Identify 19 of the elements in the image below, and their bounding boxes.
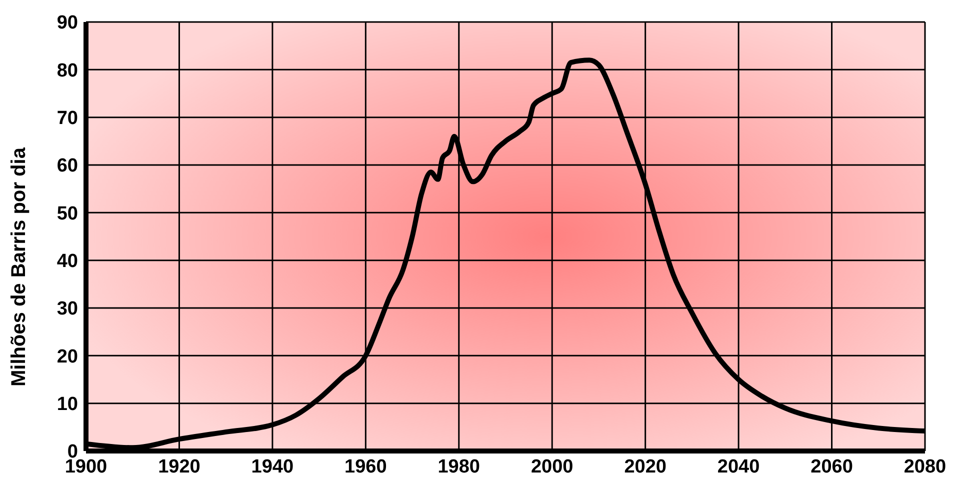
x-tick-label: 1920 bbox=[158, 456, 200, 478]
y-tick-label: 70 bbox=[56, 108, 78, 130]
x-tick-label: 1940 bbox=[251, 456, 294, 478]
x-tick-label: 2080 bbox=[904, 456, 946, 478]
y-tick-label: 50 bbox=[56, 203, 78, 224]
y-tick-label: 30 bbox=[56, 298, 78, 320]
x-tick-label: 2000 bbox=[530, 456, 574, 478]
x-tick-label: 1980 bbox=[438, 456, 480, 478]
y-tick-label: 40 bbox=[56, 251, 78, 272]
y-axis-title: Milhões de Barris por dia bbox=[8, 146, 30, 386]
x-tick-label: 2040 bbox=[717, 456, 760, 478]
x-tick-label: 2020 bbox=[624, 456, 666, 478]
x-tick-label: 1960 bbox=[344, 456, 387, 478]
y-tick-label: 80 bbox=[56, 60, 78, 82]
y-tick-label: 90 bbox=[56, 12, 78, 34]
y-tick-label: 60 bbox=[56, 156, 78, 177]
y-tick-label: 10 bbox=[56, 394, 78, 416]
x-tick-label: 2060 bbox=[810, 456, 853, 478]
y-tick-label: 20 bbox=[56, 346, 78, 368]
